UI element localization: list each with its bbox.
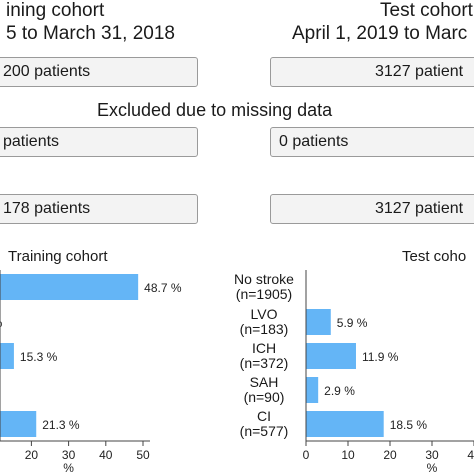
- test-final-text: 3127 patient: [375, 200, 464, 217]
- test-tick-label: 10: [341, 448, 355, 462]
- test-category-line: (n=183): [239, 321, 289, 337]
- test-tick-label: 40: [467, 448, 474, 462]
- test-bar: [306, 411, 384, 437]
- training-total-box: 200 patients: [0, 57, 198, 87]
- training-bar-label: 48.7 %: [144, 281, 182, 295]
- test-category-line: (n=372): [239, 355, 289, 371]
- training-bar-label: 5 %: [0, 316, 3, 330]
- excluded-label: Excluded due to missing data: [97, 100, 333, 120]
- test-total-text: 3127 patient: [375, 63, 464, 80]
- training-bar-label: 15.3 %: [20, 350, 58, 364]
- test-bar-label: 2.9 %: [324, 384, 355, 398]
- training-bar: [0, 343, 14, 369]
- test-cohort-title: Test cohort: [380, 0, 473, 21]
- test-category-label: CI (n=577): [226, 409, 302, 439]
- test-bar: [306, 377, 319, 403]
- test-category-line: SAH: [249, 374, 279, 390]
- training-tick-label: 40: [99, 448, 113, 462]
- training-tick-label: 50: [136, 448, 150, 462]
- test-bar: [306, 343, 356, 369]
- test-cohort-dates: April 1, 2019 to Marc: [292, 23, 468, 44]
- training-bar: [0, 411, 37, 437]
- test-tick-label: 20: [383, 448, 397, 462]
- test-bar-label: 5.9 %: [337, 316, 368, 330]
- test-category-line: No stroke: [234, 271, 294, 287]
- training-cohort-title: ining cohort: [6, 0, 105, 21]
- test-category-line: ICH: [251, 340, 277, 356]
- training-total-text: 200 patients: [3, 63, 91, 80]
- test-tick-label: 0: [303, 448, 310, 462]
- test-category-line: (n=90): [243, 389, 285, 405]
- test-excluded-text: 0 patients: [279, 133, 349, 150]
- test-category-label: ICH (n=372): [226, 341, 302, 371]
- training-x-axis-label: %: [63, 461, 74, 474]
- test-category-line: LVO: [250, 306, 278, 322]
- test-total-box: 3127 patient: [270, 57, 474, 87]
- test-category-label: No stroke (n=1905): [226, 272, 302, 302]
- training-bar: [0, 274, 139, 300]
- test-bar: [306, 309, 331, 335]
- test-bar-label: 11.9 %: [362, 350, 399, 364]
- test-category-label: LVO (n=183): [226, 307, 302, 337]
- training-chart-title: Training cohort: [8, 248, 108, 265]
- training-cohort-dates: 5 to March 31, 2018: [6, 23, 175, 44]
- test-category-line: (n=577): [239, 423, 289, 439]
- test-bar-label: 18.5 %: [390, 418, 428, 432]
- test-final-box: 3127 patient: [270, 194, 474, 224]
- test-chart-title: Test coho: [402, 248, 467, 265]
- training-excluded-text: patients: [3, 133, 60, 150]
- test-category-line: (n=1905): [235, 286, 293, 302]
- training-tick-label: 20: [25, 448, 39, 462]
- training-bar-label: 21.3 %: [42, 418, 80, 432]
- test-category-line: CI: [257, 408, 271, 424]
- training-final-text: 178 patients: [3, 200, 91, 217]
- training-final-box: 178 patients: [0, 194, 198, 224]
- test-excluded-box: 0 patients: [270, 127, 474, 157]
- test-category-label: SAH (n=90): [226, 375, 302, 405]
- training-excluded-box: patients: [0, 127, 198, 157]
- test-tick-label: 30: [425, 448, 439, 462]
- training-tick-label: 30: [62, 448, 76, 462]
- test-x-axis-label: %: [427, 461, 438, 474]
